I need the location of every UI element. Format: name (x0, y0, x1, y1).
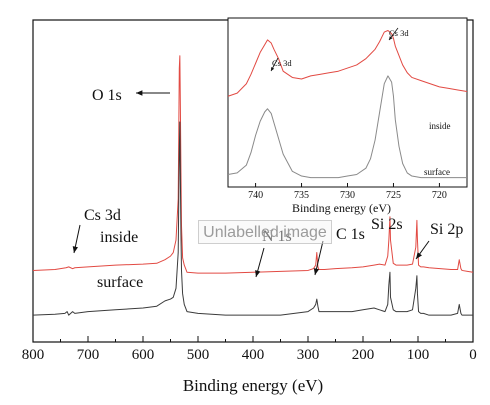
annotation-c1s-arrowhead (313, 268, 320, 275)
inset-ticks-layer: 740 735 730 725 720 (248, 183, 447, 201)
inset-annotation-cs3d-right: Cs 3d (389, 28, 409, 38)
inset-annotation-surface: surface (424, 167, 450, 177)
inset-x-tick-label: 730 (340, 190, 355, 201)
annotation-cs3d-arrowhead (72, 246, 78, 253)
main-x-tick-label: 300 (297, 347, 320, 363)
annotation-n1s: N 1s (262, 228, 292, 245)
annotation-surface: surface (97, 274, 143, 291)
inset-annotations-layer: Cs 3d Cs 3d inside surface (270, 27, 451, 177)
main-x-tick-label: 400 (242, 347, 265, 363)
main-series-layer (32, 55, 474, 316)
main-series-line-surface (32, 121, 473, 316)
inset-series-line-inside (227, 30, 468, 97)
annotation-o1s-arrowhead (136, 90, 143, 96)
inset-annotation-inside: inside (429, 121, 451, 131)
annotation-c1s: C 1s (336, 226, 365, 243)
annotation-si2p-arrowhead (416, 252, 422, 259)
main-x-tick-label: 800 (22, 347, 45, 363)
inset-series-layer (227, 30, 468, 179)
main-x-axis-label: Binding energy (eV) (183, 376, 323, 395)
main-annotations-layer: O 1s Cs 3d inside surface N 1s C 1s Si 2s Si 2p (72, 87, 463, 291)
annotation-cs3d: Cs 3d (84, 207, 121, 224)
main-ticks-layer: 800 700 600 500 400 300 200 100 0 (22, 336, 477, 363)
main-x-tick-label: 100 (407, 347, 430, 363)
annotation-o1s: O 1s (92, 87, 122, 104)
annotation-n1s-arrowhead (255, 270, 261, 277)
inset-x-axis-label: Binding energy (eV) (292, 201, 391, 215)
inset-plot-frame (227, 17, 468, 188)
main-x-tick-label: 0 (469, 347, 477, 363)
inset-annotation-cs3d-left: Cs 3d (272, 58, 292, 68)
inset-x-tick-label: 725 (386, 190, 401, 201)
main-x-tick-label: 200 (352, 347, 375, 363)
inset-annotation-cs3d-left-arrowhead (271, 67, 275, 71)
inset-annotation-cs3d-right-arrowhead (389, 36, 393, 40)
annotation-si2p: Si 2p (430, 221, 463, 238)
annotation-si2s: Si 2s (371, 216, 403, 233)
inset-x-tick-label: 735 (294, 190, 309, 201)
annotation-inside: inside (100, 229, 138, 246)
main-x-tick-label: 500 (187, 347, 210, 363)
main-series-line-inside (32, 55, 474, 274)
inset-x-tick-label: 740 (248, 190, 263, 201)
main-x-tick-label: 700 (77, 347, 100, 363)
inset-x-tick-label: 720 (432, 190, 447, 201)
inset-series-line-surface (227, 75, 467, 179)
main-x-tick-label: 600 (132, 347, 155, 363)
